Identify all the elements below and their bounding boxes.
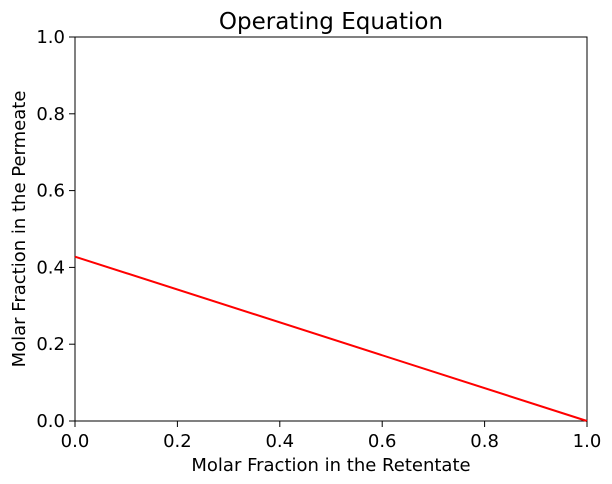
- y-tick-label: 0.2: [36, 334, 65, 355]
- x-axis-label: Molar Fraction in the Retentate: [191, 455, 470, 476]
- x-tick-label: 0.8: [470, 431, 499, 452]
- chart-title: Operating Equation: [219, 9, 443, 35]
- y-tick-label: 0.8: [36, 104, 65, 125]
- series-line-0: [74, 255, 588, 422]
- y-axis-ticks: 0.0 0.2 0.4 0.6 0.8 1.0: [36, 27, 75, 432]
- plot-frame: [74, 36, 588, 422]
- y-tick-label: 0.6: [36, 181, 65, 202]
- x-tick-label: 0.2: [163, 431, 192, 452]
- y-tick-label: 0.4: [36, 257, 65, 278]
- plot-area: [74, 36, 588, 422]
- y-tick-label: 1.0: [36, 27, 65, 48]
- y-axis-label: Molar Fraction in the Permeate: [9, 91, 30, 368]
- y-tick-label: 0.0: [36, 411, 65, 432]
- x-tick-label: 1.0: [573, 431, 602, 452]
- x-axis-ticks: 0.0 0.2 0.4 0.6 0.8 1.0: [61, 421, 602, 452]
- x-tick-label: 0.4: [265, 431, 294, 452]
- x-tick-label: 0.6: [368, 431, 397, 452]
- series-layer: [74, 255, 588, 422]
- x-tick-label: 0.0: [61, 431, 90, 452]
